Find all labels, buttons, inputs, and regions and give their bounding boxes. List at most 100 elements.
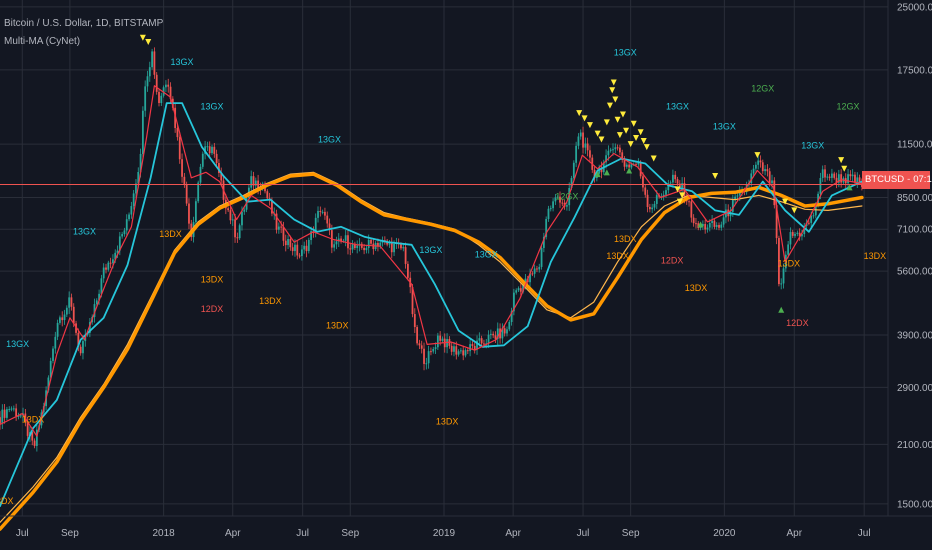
candle-body: [536, 268, 538, 270]
candle-body: [400, 244, 402, 249]
candle-body: [605, 155, 607, 163]
candle-body: [586, 143, 589, 151]
signal-down-marker: [712, 172, 719, 179]
candle-body: [155, 74, 158, 92]
cross-labels: 13GX 13GX 13GX 13GX 13GX 13DX 13DX 12DX 13DX 13DX…: [0, 47, 886, 505]
signal-down-marker: [679, 192, 686, 199]
y-tick-label: 2100.00: [897, 440, 932, 451]
candle-body: [68, 297, 71, 308]
cross-label: 12GX: [555, 192, 578, 202]
candle-body: [118, 236, 121, 251]
candle-body: [10, 408, 13, 410]
candle-body: [508, 321, 511, 330]
candle-body: [713, 220, 716, 227]
candle-body: [404, 247, 407, 264]
candle-body: [307, 240, 310, 252]
candle-body: [778, 238, 780, 285]
signal-down-marker: [616, 132, 623, 139]
candle-body: [236, 237, 239, 239]
candle-body: [851, 174, 854, 177]
candle-body: [291, 247, 294, 252]
candle-body: [63, 314, 66, 321]
candle-body: [326, 215, 329, 224]
candle-body: [252, 176, 255, 186]
candle-body: [856, 177, 859, 183]
candle-body: [798, 232, 801, 237]
candle-body: [529, 273, 531, 283]
candle-body: [519, 288, 522, 292]
candle-body: [720, 224, 723, 228]
candle-body: [510, 311, 513, 322]
candle-body: [317, 210, 319, 218]
candle-body: [284, 240, 287, 246]
candle-body: [158, 91, 160, 104]
x-axis[interactable]: Jul Sep 2018 Apr Jul Sep 2019 Apr Jul Sep 2020 Apr J…: [16, 528, 871, 539]
cross-label: 13DX: [159, 229, 182, 239]
candle-body: [554, 197, 557, 202]
candle-body: [121, 234, 124, 237]
candle-body: [54, 336, 57, 349]
candle-body: [432, 348, 435, 352]
cross-label: 13DX: [614, 234, 637, 244]
candle-body: [630, 164, 633, 168]
candle-body: [144, 86, 147, 111]
candle-body: [635, 164, 637, 166]
candle-body: [483, 343, 485, 345]
candle-body: [589, 150, 591, 158]
candle-body: [266, 191, 269, 199]
candle-body: [434, 347, 437, 349]
candle-body: [556, 196, 559, 198]
candle-body: [82, 341, 84, 354]
candle-body: [837, 174, 840, 183]
candle-body: [425, 363, 428, 365]
candle-body: [708, 222, 711, 228]
candle-body: [379, 242, 382, 247]
candle-body: [321, 211, 324, 213]
candle-body: [12, 408, 15, 410]
candle-body: [457, 351, 460, 355]
candle-body: [19, 415, 22, 417]
cross-label: 13DX: [326, 320, 349, 330]
cross-label: 13GX: [801, 141, 824, 151]
signal-down-marker: [640, 138, 647, 145]
candle-body: [731, 199, 734, 212]
candle-body: [478, 338, 481, 341]
symbol-title[interactable]: Bitcoin / U.S. Dollar, 1D, BITSTAMP: [4, 18, 164, 29]
candle-body: [215, 153, 218, 164]
indicator-title[interactable]: Multi-MA (CyNet): [4, 36, 81, 47]
candle-body: [676, 179, 679, 184]
candle-body: [31, 432, 34, 441]
candle-body: [704, 223, 707, 230]
cross-label: 13GX: [713, 121, 736, 131]
candle-body: [3, 409, 6, 418]
candle-body: [782, 268, 785, 284]
candle-body: [231, 219, 234, 221]
candle-body: [579, 132, 582, 137]
candle-body: [616, 147, 619, 149]
candle-body: [690, 201, 693, 218]
candle-body: [572, 162, 575, 179]
cross-label: 13GX: [614, 47, 637, 57]
candle-body: [254, 180, 257, 186]
signal-up-marker: [594, 171, 601, 178]
cross-label: 12GX: [837, 101, 860, 111]
candle-body: [764, 169, 766, 172]
candle-body: [701, 223, 704, 227]
y-tick-label: 17500.00: [897, 65, 932, 76]
cross-label: 13GX: [73, 226, 96, 236]
y-axis[interactable]: 25000.00 17500.00 11500.00 8500.00 7100.00 56…: [897, 2, 932, 510]
signal-up-marker: [697, 221, 704, 228]
candle-body: [759, 160, 762, 163]
candle-body: [194, 201, 197, 223]
y-tick-label: 2900.00: [897, 383, 932, 394]
signal-down-marker: [139, 34, 146, 41]
candle-body: [485, 343, 488, 345]
candle-body: [706, 227, 709, 230]
candle-body: [206, 146, 209, 148]
ma-line-ma-fast: [0, 85, 863, 437]
x-tick-label: Sep: [61, 528, 79, 539]
candle-body: [768, 171, 771, 184]
